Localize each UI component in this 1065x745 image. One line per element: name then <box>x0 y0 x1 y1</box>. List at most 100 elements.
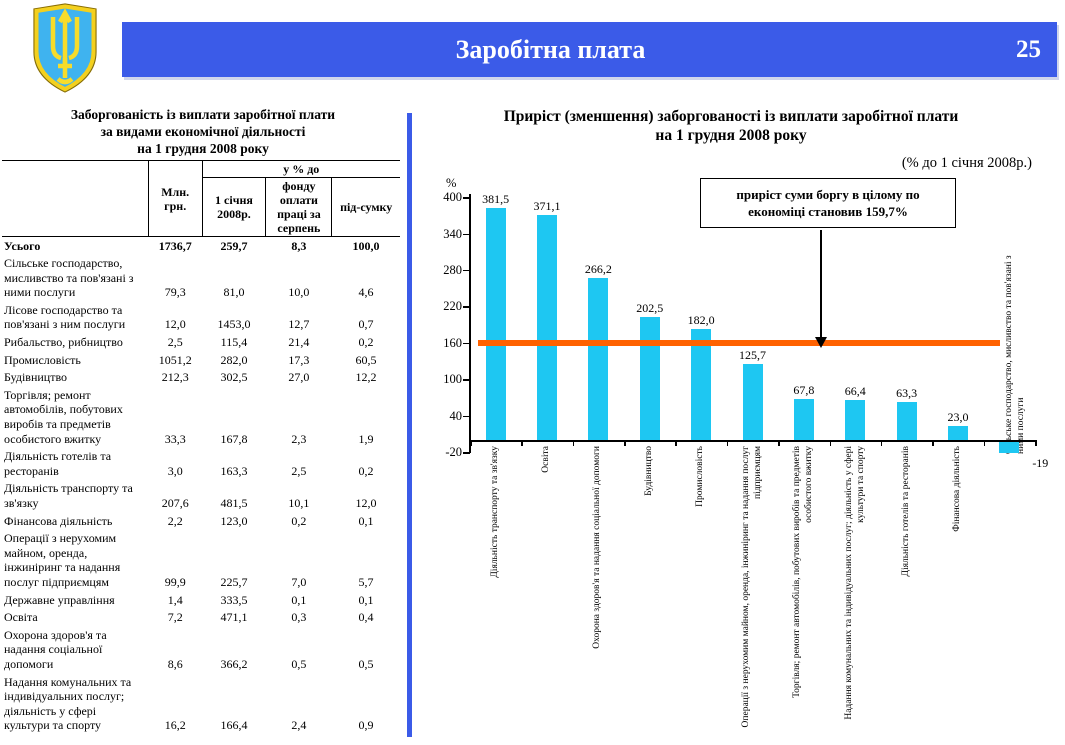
table-row: Надання комунальних та індивідуальних по… <box>2 673 400 734</box>
category-label: Операції з нерухомим майном, оренда, інж… <box>741 446 763 728</box>
col-header-fund: фонду оплати праці за серпень <box>265 177 332 237</box>
row-value: 207,6 <box>161 496 189 510</box>
row-label: Рибальство, рибництво <box>4 335 123 350</box>
row-value: 8,3 <box>291 238 307 253</box>
y-tick <box>463 306 470 308</box>
row-value: 1,4 <box>167 592 183 607</box>
x-tick <box>675 440 677 446</box>
table-row: Фінансова діяльність 2,2 123,0 0,2 0,1 <box>2 512 400 530</box>
row-value: 7,2 <box>167 610 183 625</box>
coat-of-arms-icon <box>30 2 100 94</box>
bar <box>947 426 968 440</box>
y-tick-label: 280 <box>443 262 462 277</box>
row-value: 0,2 <box>358 335 374 350</box>
table-row: Будівництво 212,3 302,5 27,0 12,2 <box>2 369 400 387</box>
row-value: 1736,7 <box>158 238 192 253</box>
debt-table: Млн. грн. у % до 1 січня 2008р. фонду оп… <box>2 160 400 734</box>
bar-value-label: -19 <box>1032 455 1049 470</box>
bar <box>999 441 1020 454</box>
row-value: 12,2 <box>355 370 377 385</box>
table-row: Діяльність готелів та ресторанів 3,0 163,3… <box>2 448 400 480</box>
bar-value-label: 371,1 <box>533 198 561 213</box>
row-value: 5,7 <box>358 574 374 589</box>
annotation-box: приріст суми боргу в цілому по економіці… <box>700 178 956 228</box>
reference-line <box>478 340 1000 347</box>
corner-cell <box>2 160 149 237</box>
row-value: 1051,2 <box>158 352 192 367</box>
category-label: Діяльність готелів та ресторанів <box>900 446 911 577</box>
row-value: 27,0 <box>288 370 310 385</box>
col-header-total: під-сумку <box>331 177 400 237</box>
y-tick-label: -20 <box>445 445 462 460</box>
table-title-line2: за видами економічної діяльності <box>100 124 306 139</box>
row-label: Усього <box>4 238 41 253</box>
row-value: 212,3 <box>161 370 189 385</box>
y-tick-label: 100 <box>443 372 462 387</box>
chart-title-line2: на 1 грудня 2008 року <box>655 127 807 144</box>
y-tick <box>463 379 470 381</box>
row-value: 33,3 <box>164 431 186 446</box>
debt-table-section: Заборгованість із виплати заробітної пла… <box>2 106 404 734</box>
row-value: 2,4 <box>291 718 307 733</box>
row-value: 0,7 <box>358 317 374 332</box>
row-label: Освіта <box>4 610 38 625</box>
row-value: 0,2 <box>358 463 374 478</box>
col-header-jan: 1 січня 2008р. <box>201 177 266 237</box>
row-value: 0,1 <box>358 592 374 607</box>
row-value: 115,4 <box>220 335 248 350</box>
row-value: 0,5 <box>358 656 374 671</box>
category-label: Будівництво <box>643 446 654 496</box>
row-value: 2,5 <box>167 335 183 350</box>
bar-value-label: 23,0 <box>947 410 969 425</box>
row-value: 166,4 <box>220 718 248 733</box>
col-group-header: у % до <box>201 160 400 178</box>
table-row: Охорона здоров'я та надання соціальної д… <box>2 626 400 673</box>
x-axis <box>469 440 1036 442</box>
row-value: 0,1 <box>358 513 374 528</box>
x-tick <box>624 440 626 446</box>
row-value: 123,0 <box>220 513 248 528</box>
category-label: Промисловість <box>695 446 706 507</box>
bar-value-label: 66,4 <box>844 383 866 398</box>
row-label: Охорона здоров'я та надання соціальної д… <box>4 627 107 671</box>
bar-value-label: 125,7 <box>739 347 766 362</box>
row-value: 0,4 <box>358 610 374 625</box>
vertical-divider <box>407 113 412 737</box>
bar <box>537 214 558 440</box>
row-value: 100,0 <box>352 238 380 253</box>
bar-value-label: 63,3 <box>896 385 918 400</box>
row-value: 167,8 <box>220 431 248 446</box>
row-value: 81,0 <box>223 285 245 300</box>
x-tick <box>521 440 523 446</box>
table-title: Заборгованість із виплати заробітної пла… <box>2 106 404 157</box>
row-value: 333,5 <box>220 592 248 607</box>
row-value: 302,5 <box>220 370 248 385</box>
page-title: Заробітна плата <box>455 35 646 64</box>
y-axis-unit-label: % <box>446 176 457 190</box>
chart-subtitle: (% до 1 січня 2008р.) <box>901 155 1032 171</box>
row-value: 471,1 <box>220 610 248 625</box>
y-tick-label: 40 <box>449 408 463 423</box>
category-label: Надання комунальних та індивідуальних по… <box>843 446 866 720</box>
y-tick <box>463 452 470 454</box>
y-tick-label: 220 <box>443 299 462 314</box>
row-value: 12,0 <box>355 496 377 510</box>
bar-value-label: 182,0 <box>687 313 715 328</box>
y-tick <box>463 269 470 272</box>
y-tick-label: 340 <box>443 226 462 241</box>
bar <box>845 399 866 440</box>
bar <box>742 363 763 440</box>
bar-value-label: 381,5 <box>482 192 510 207</box>
row-label: Діяльність готелів та ресторанів <box>4 449 112 478</box>
bar-value-label: 67,8 <box>793 382 815 397</box>
row-value: 79,3 <box>164 285 186 300</box>
table-row: Промисловість 1051,2 282,0 17,3 60,5 <box>2 351 400 369</box>
table-row: Державне управління 1,4 333,5 0,1 0,1 <box>2 591 400 609</box>
row-value: 225,7 <box>220 574 248 589</box>
x-tick <box>880 440 883 446</box>
y-axis <box>469 194 471 453</box>
row-value: 60,5 <box>355 352 377 367</box>
x-tick <box>470 440 472 446</box>
